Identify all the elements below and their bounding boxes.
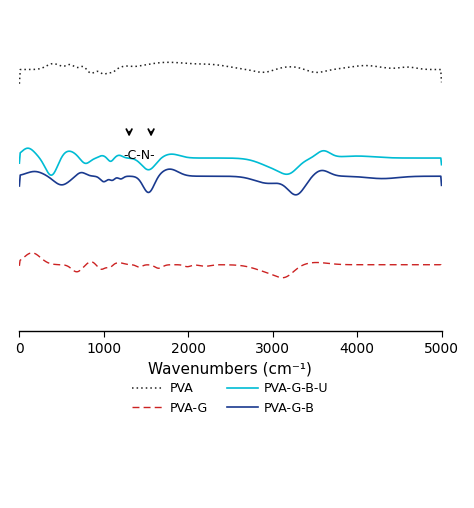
X-axis label: Wavenumbers (cm⁻¹): Wavenumbers (cm⁻¹) — [148, 361, 312, 376]
Text: -C-N-: -C-N- — [123, 148, 155, 162]
Legend: PVA, PVA-G, PVA-G-B-U, PVA-G-B: PVA, PVA-G, PVA-G-B-U, PVA-G-B — [127, 377, 334, 420]
